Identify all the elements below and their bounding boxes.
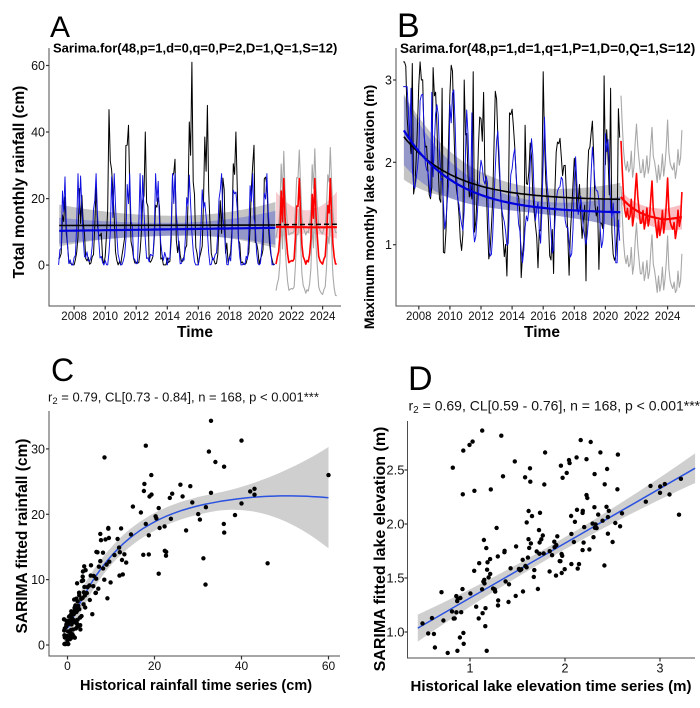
svg-text:D: D — [408, 360, 433, 398]
svg-text:60: 60 — [31, 59, 45, 73]
svg-text:Time: Time — [177, 324, 213, 341]
svg-text:2024: 2024 — [655, 311, 681, 323]
svg-text:Sarima.for(48,p=1,d=1,q=1,P=1,: Sarima.for(48,p=1,d=1,q=1,P=1,D=0,Q=1,S=… — [400, 41, 695, 56]
svg-text:Historical lake elevation time: Historical lake elevation time series (m… — [411, 678, 692, 695]
svg-text:2010: 2010 — [92, 311, 118, 323]
svg-text:r2 = 0.79, CL[0.73 - 0.84], n: r2 = 0.79, CL[0.73 - 0.84], n = 168, p <… — [48, 390, 319, 408]
svg-text:2012: 2012 — [123, 311, 149, 323]
svg-text:2016: 2016 — [530, 311, 556, 323]
svg-text:Sarima.for(48,p=1,d=0,q=0,P=2,: Sarima.for(48,p=1,d=0,q=0,P=2,D=1,Q=1,S=… — [53, 41, 337, 56]
svg-text:2010: 2010 — [437, 311, 463, 323]
svg-text:Time: Time — [524, 324, 560, 341]
svg-text:SARIMA fitted lake elevation (: SARIMA fitted lake elevation (m) — [372, 427, 389, 672]
svg-text:20: 20 — [31, 192, 45, 206]
svg-text:2008: 2008 — [406, 311, 432, 323]
svg-text:B: B — [397, 7, 420, 45]
svg-text:Historical rainfall time serie: Historical rainfall time series (cm) — [80, 678, 312, 694]
svg-text:1: 1 — [467, 662, 474, 676]
svg-text:2.5: 2.5 — [386, 463, 404, 478]
svg-text:C: C — [51, 352, 74, 388]
svg-text:Total monthly rainfall (cm): Total monthly rainfall (cm) — [11, 86, 28, 279]
svg-text:2: 2 — [562, 662, 569, 676]
svg-text:1: 1 — [385, 238, 392, 252]
svg-text:1.5: 1.5 — [386, 571, 404, 586]
svg-text:2020: 2020 — [248, 311, 274, 323]
svg-text:40: 40 — [235, 659, 249, 673]
svg-text:2: 2 — [385, 156, 392, 170]
svg-text:2014: 2014 — [499, 311, 525, 323]
svg-text:2008: 2008 — [61, 311, 87, 323]
svg-text:1.0: 1.0 — [386, 625, 404, 640]
svg-text:r2 = 0.69, CL[0.59 - 0.76], n: r2 = 0.69, CL[0.59 - 0.76], n = 168, p <… — [409, 398, 700, 417]
svg-text:3: 3 — [657, 662, 664, 676]
svg-text:40: 40 — [31, 126, 45, 140]
svg-text:Maximum monthly lake elevation: Maximum monthly lake elevation (m) — [361, 85, 377, 329]
svg-text:2016: 2016 — [186, 311, 212, 323]
svg-text:20: 20 — [148, 659, 162, 673]
svg-text:2018: 2018 — [562, 311, 588, 323]
svg-text:0: 0 — [38, 639, 45, 653]
svg-text:10: 10 — [31, 573, 45, 587]
svg-text:30: 30 — [31, 442, 45, 456]
svg-text:60: 60 — [322, 659, 336, 673]
svg-text:A: A — [50, 11, 70, 44]
svg-text:3: 3 — [385, 74, 392, 88]
svg-text:2014: 2014 — [155, 311, 181, 323]
svg-text:2.0: 2.0 — [386, 517, 404, 532]
svg-text:SARIMA fitted rainfall (cm): SARIMA fitted rainfall (cm) — [14, 439, 31, 634]
svg-text:0: 0 — [38, 259, 45, 273]
svg-text:2012: 2012 — [468, 311, 494, 323]
svg-text:2018: 2018 — [217, 311, 243, 323]
svg-text:2022: 2022 — [624, 311, 650, 323]
svg-text:2020: 2020 — [593, 311, 619, 323]
svg-text:20: 20 — [31, 508, 45, 522]
svg-text:2024: 2024 — [310, 311, 336, 323]
svg-text:0: 0 — [64, 659, 71, 673]
svg-text:2022: 2022 — [279, 311, 305, 323]
